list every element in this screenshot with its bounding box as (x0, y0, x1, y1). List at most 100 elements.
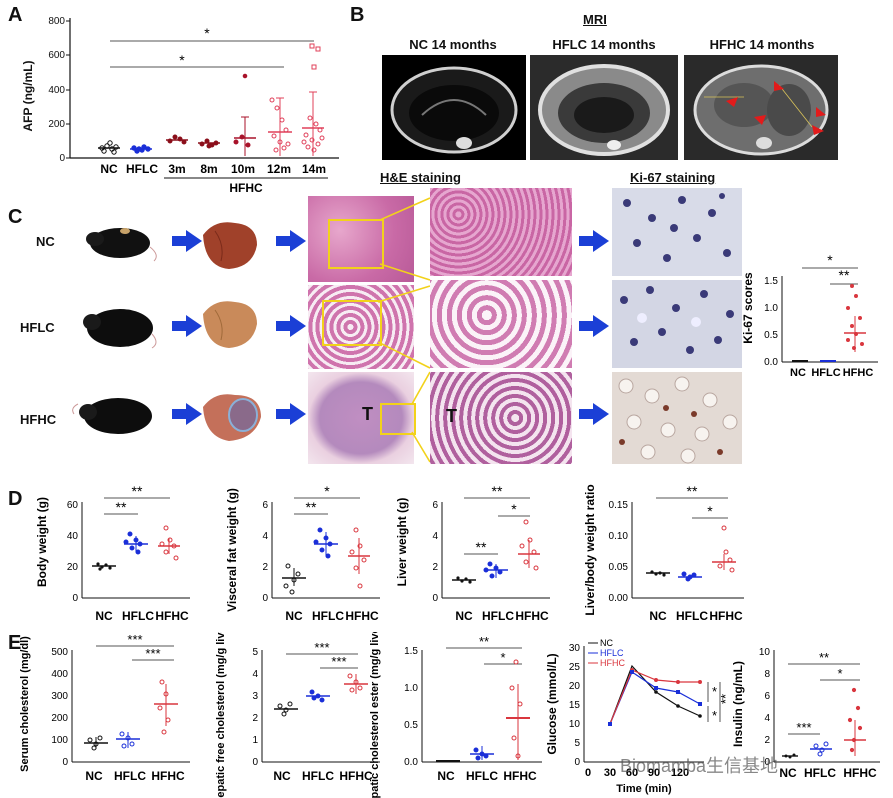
d3-sig: * (511, 501, 517, 517)
panel-e-plots: Serum cholesterol (mg/dl) 01002003004005… (19, 632, 880, 798)
e2-ylabel: Hepatic free cholesterol (mg/g liver) (215, 632, 227, 798)
d2-ytick: 0 (262, 593, 268, 604)
e2-ytick: 2 (252, 713, 258, 724)
e4-ytick: 25 (569, 662, 581, 673)
panel-label-a: A (8, 4, 23, 26)
d4-ylabel: Liver/body weight ratio (583, 484, 597, 615)
d1-xtick: HFLC (122, 609, 154, 623)
e3-ytick: 0.0 (404, 757, 418, 768)
e5-ytick: 8 (764, 669, 770, 680)
e3-sig: ** (479, 634, 489, 649)
glucose-legend-hflc: HFLC (600, 648, 624, 658)
e4-ylabel: Glucose (mmol/L) (545, 653, 559, 754)
ki67-image-hflc (612, 280, 742, 368)
mri-image-hflc (530, 55, 678, 160)
d1-sig: ** (116, 499, 127, 515)
d3-ytick: 2 (432, 562, 438, 573)
mouse-image-hfhc (72, 398, 152, 434)
row-label-hflc: HFLC (20, 320, 55, 335)
arrow-icon (276, 403, 306, 425)
e3-xtick: NC (437, 769, 455, 783)
e2-ytick: 3 (252, 691, 258, 702)
afp-sig-star: * (204, 25, 210, 41)
zoom-box-hfhc (380, 403, 416, 435)
e3-ytick: 1.5 (404, 646, 418, 657)
panel-label-e: E (8, 632, 22, 654)
ki67-xtick: HFHC (843, 367, 874, 379)
d2-ytick: 4 (262, 531, 268, 542)
e3-ytick: 1.0 (404, 683, 418, 694)
glucose-xtick: 90 (648, 767, 660, 779)
e5-ytick: 6 (764, 691, 770, 702)
e2-ytick: 1 (252, 735, 258, 746)
e4-ytick: 20 (569, 681, 581, 692)
ki67-ylabel: Ki-67 scores (741, 272, 755, 344)
row-label-nc: NC (36, 234, 55, 249)
e5-ytick: 2 (764, 735, 770, 746)
d2-ylabel: Visceral fat weight (g) (225, 488, 239, 612)
zoom-box-nc (328, 219, 384, 269)
glucose-sig: * (712, 684, 717, 699)
ki67-xtick: HFLC (811, 367, 840, 379)
e1-xtick: HFLC (114, 769, 146, 783)
e5-xtick: NC (779, 766, 797, 780)
arrow-icon (579, 230, 609, 252)
e5-xtick: HFLC (804, 766, 836, 780)
e4-ytick: 5 (574, 738, 580, 749)
d2-ytick: 6 (262, 500, 268, 511)
d4-ytick: 0.10 (609, 531, 629, 542)
d2-xtick: HFLC (312, 609, 344, 623)
e1-xtick: NC (85, 769, 103, 783)
mri-title-hfhc: HFHC 14 months (709, 37, 815, 52)
afp-xtick: 8m (200, 162, 217, 176)
d1-ytick: 40 (67, 531, 79, 542)
afp-xtick: NC (100, 162, 118, 176)
tumor-mark: T (446, 406, 457, 426)
e5-ylabel: Insulin (ng/mL) (731, 661, 745, 747)
d4-ytick: 0.05 (609, 562, 629, 573)
ki67-xtick: NC (790, 367, 806, 379)
mouse-image-hflc (83, 309, 157, 349)
e2-sig: *** (314, 640, 329, 655)
glucose-xtick: 60 (626, 767, 638, 779)
afp-ytick: 600 (48, 50, 65, 61)
e2-xtick: HFHC (339, 769, 373, 783)
he-highmag-hfhc: T (430, 372, 572, 464)
afp-ylabel: AFP (ng/mL) (21, 60, 35, 131)
e2-xtick: NC (273, 769, 291, 783)
d1-ylabel: Body weight (g) (35, 497, 49, 587)
arrow-icon (172, 230, 202, 252)
e1-ytick: 400 (51, 669, 68, 680)
arrow-icon (276, 315, 306, 337)
e3-xtick: HFLC (466, 769, 498, 783)
ki67-sig: ** (839, 267, 850, 283)
watermark-text: Biomamba生信基地 (620, 756, 779, 776)
ki67-score-plot: Ki-67 scores 0.0 0.5 1.0 1.5 * ** NC HFL… (741, 252, 878, 379)
e4-ytick: 0 (574, 757, 580, 768)
d4-sig: ** (687, 483, 698, 499)
ki67-sig: * (827, 252, 833, 268)
d3-sig: ** (476, 539, 487, 555)
d4-xtick: NC (649, 609, 667, 623)
arrow-icon (172, 315, 202, 337)
e1-xtick: HFHC (151, 769, 185, 783)
panel-label-d: D (8, 488, 23, 510)
d3-xtick: HFHC (515, 609, 549, 623)
e3-xtick: HFHC (503, 769, 537, 783)
afp-ytick: 200 (48, 119, 65, 130)
afp-sig-star: * (179, 52, 185, 68)
e4-ytick: 15 (569, 700, 581, 711)
afp-xtick: 3m (168, 162, 185, 176)
row-label-hfhc: HFHC (20, 412, 57, 427)
e1-ytick: 200 (51, 713, 68, 724)
d3-ytick: 6 (432, 500, 438, 511)
e2-ytick: 4 (252, 669, 258, 680)
e1-sig: *** (145, 646, 160, 661)
e4-ytick: 30 (569, 643, 581, 654)
afp-ytick: 800 (48, 16, 65, 27)
afp-xtick: HFLC (126, 162, 158, 176)
d2-xtick: HFHC (345, 609, 379, 623)
d3-ytick: 4 (432, 531, 438, 542)
d4-xtick: HFLC (676, 609, 708, 623)
